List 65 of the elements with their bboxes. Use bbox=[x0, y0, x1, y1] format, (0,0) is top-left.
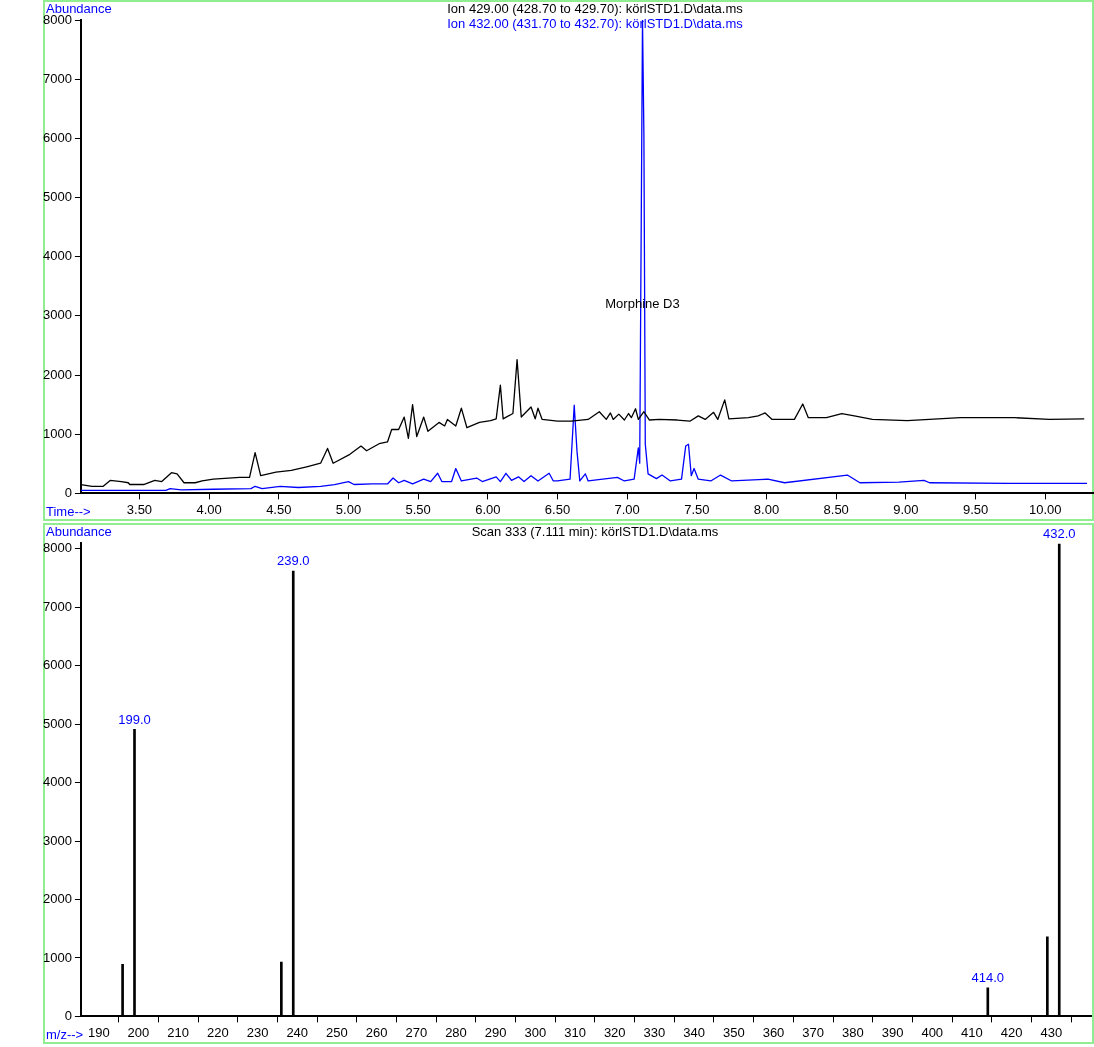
annotation: 414.0 bbox=[971, 969, 1005, 985]
x-axis-title: Time--> bbox=[46, 504, 91, 520]
x-tick-label: 270 bbox=[405, 1024, 428, 1040]
x-tick-label: 240 bbox=[286, 1024, 309, 1040]
y-tick-label: 4000 bbox=[43, 248, 72, 264]
x-tick-label: 340 bbox=[683, 1024, 705, 1040]
x-tick-label: 9.00 bbox=[893, 501, 919, 517]
x-tick-label: 8.50 bbox=[823, 501, 849, 517]
x-tick-label: 350 bbox=[722, 1024, 745, 1040]
x-tick-label: 330 bbox=[643, 1024, 666, 1040]
y-tick-label: 2000 bbox=[43, 891, 72, 907]
x-tick-label: 220 bbox=[206, 1024, 229, 1040]
y-tick-label: 5000 bbox=[43, 189, 72, 205]
y-tick-label: 1000 bbox=[43, 949, 72, 965]
annotation: 199.0 bbox=[118, 711, 151, 727]
y-tick-label: 2000 bbox=[43, 366, 72, 382]
x-tick-label: 310 bbox=[564, 1024, 586, 1040]
x-tick-label: 4.50 bbox=[266, 501, 292, 517]
text: Ion 429.00 (428.70 to 429.70): körlSTD1.D\data.ms bbox=[447, 1, 744, 17]
x-tick-label: 250 bbox=[326, 1024, 348, 1040]
x-tick-label: 9.50 bbox=[962, 501, 989, 517]
y-tick-label: 0 bbox=[64, 1007, 72, 1023]
y-tick-label: 7000 bbox=[43, 70, 72, 86]
x-tick-label: 200 bbox=[127, 1024, 150, 1040]
x-axis-title: m/z--> bbox=[46, 1027, 84, 1043]
y-tick-label: 6000 bbox=[43, 657, 72, 673]
x-tick-label: 430 bbox=[1040, 1024, 1063, 1040]
y-tick-label: 5000 bbox=[43, 715, 72, 731]
x-tick-label: 210 bbox=[167, 1024, 190, 1040]
x-tick-label: 10.00 bbox=[1028, 501, 1062, 517]
x-tick-label: 6.50 bbox=[544, 501, 571, 517]
y-tick-label: 1000 bbox=[43, 425, 72, 441]
x-tick-label: 260 bbox=[365, 1024, 388, 1040]
x-tick-label: 380 bbox=[842, 1024, 864, 1040]
x-tick-label: 300 bbox=[524, 1024, 547, 1040]
x-tick-label: 420 bbox=[1000, 1024, 1023, 1040]
x-tick-label: 6.00 bbox=[475, 501, 501, 517]
x-tick-label: 5.50 bbox=[405, 501, 431, 517]
y-tick-label: 7000 bbox=[43, 598, 72, 614]
annotation: 432.0 bbox=[1042, 526, 1076, 542]
x-tick-label: 290 bbox=[484, 1024, 507, 1040]
x-tick-label: 7.50 bbox=[684, 501, 710, 517]
x-tick-label: 320 bbox=[603, 1024, 626, 1040]
x-tick-label: 7.00 bbox=[614, 501, 640, 517]
chart-title: Scan 333 (7.111 min): körlSTD1.D\data.ms bbox=[471, 524, 719, 540]
x-tick-label: 230 bbox=[246, 1024, 269, 1040]
annotation: 239.0 bbox=[276, 553, 310, 569]
x-tick-label: 8.00 bbox=[753, 501, 780, 517]
y-tick-label: 3000 bbox=[43, 832, 72, 848]
x-tick-label: 370 bbox=[802, 1024, 825, 1040]
x-tick-label: 390 bbox=[881, 1024, 904, 1040]
x-tick-label: 3.50 bbox=[126, 501, 153, 517]
y-tick-label: 8000 bbox=[43, 540, 72, 556]
y-axis-title: Abundance bbox=[46, 524, 112, 540]
y-tick-label: 4000 bbox=[43, 774, 72, 790]
y-tick-label: 3000 bbox=[43, 307, 72, 323]
x-tick-label: 5.00 bbox=[335, 501, 362, 517]
x-tick-label: 280 bbox=[445, 1024, 467, 1040]
y-tick-label: 6000 bbox=[43, 129, 72, 145]
y-tick-label: 0 bbox=[64, 484, 72, 500]
x-tick-label: 400 bbox=[921, 1024, 944, 1040]
x-tick-label: 190 bbox=[87, 1024, 110, 1040]
x-tick-label: 410 bbox=[961, 1024, 983, 1040]
x-tick-label: 360 bbox=[762, 1024, 785, 1040]
x-tick-label: 4.00 bbox=[196, 501, 222, 517]
